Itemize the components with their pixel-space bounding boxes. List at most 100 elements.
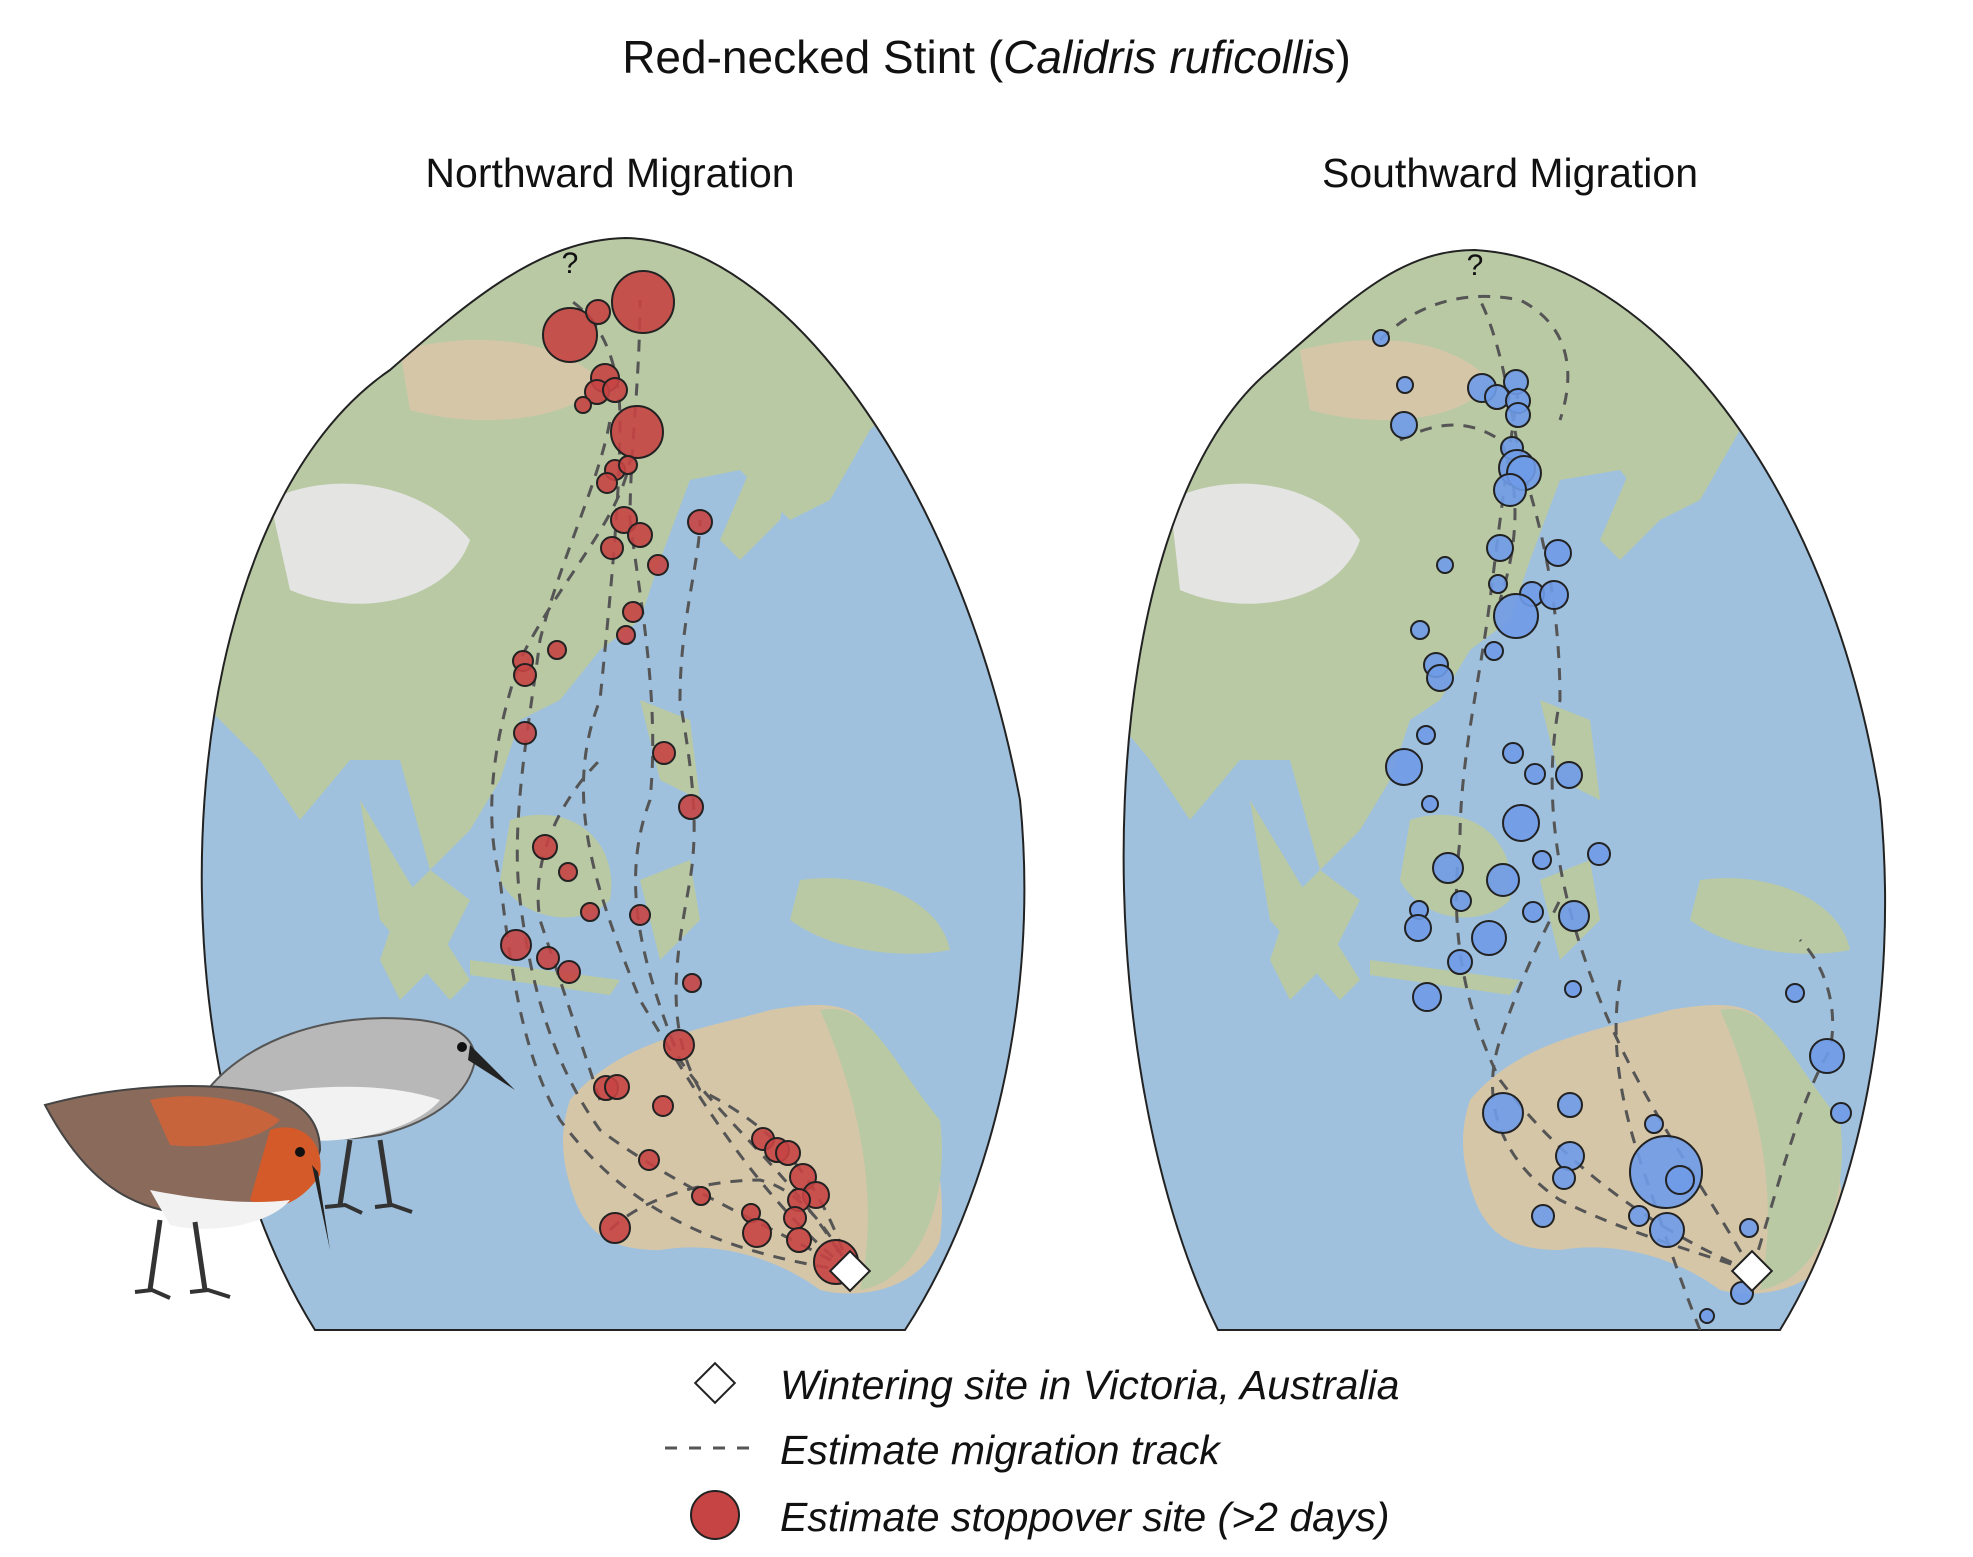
figure-title: Red-necked Stint (Calidris ruficollis) (0, 30, 1973, 84)
stopover-site (558, 862, 578, 882)
stopover-site (638, 1149, 660, 1171)
stopover-site (1412, 982, 1442, 1012)
track-segment (490, 459, 851, 1273)
south-map: ? (1122, 248, 1887, 1331)
stopover-site (1739, 1218, 1759, 1238)
stopover-site (616, 625, 636, 645)
stopover-site (1830, 1102, 1852, 1124)
stopover-site (547, 640, 567, 660)
stopover-site (513, 721, 537, 745)
stopover-site (1505, 402, 1531, 428)
gobi-desert (400, 340, 600, 420)
stopover-site (1396, 376, 1414, 394)
stopover-site (513, 663, 537, 687)
stopover-site (1555, 761, 1583, 789)
title-close: ) (1335, 31, 1351, 83)
north-stopover-sites (500, 270, 859, 1285)
stopover-site (1486, 534, 1514, 562)
stopover-site (1484, 641, 1504, 661)
legend-wintering-label: Wintering site in Victoria, Australia (780, 1362, 1400, 1408)
stopover-site (1416, 725, 1436, 745)
south-panel-title: Southward Migration (1321, 150, 1699, 196)
stopover-site (663, 1029, 695, 1061)
stopover-site (1390, 411, 1418, 439)
south-wintering-site (1730, 1249, 1774, 1293)
stopover-site (1524, 763, 1546, 785)
stopover-site (1436, 556, 1454, 574)
new-guinea (790, 878, 950, 954)
stopover-site (1385, 748, 1423, 786)
stopover-site (1471, 920, 1507, 956)
tibet-plateau (270, 483, 470, 604)
stopover-site (557, 960, 581, 984)
stopover-site (1421, 795, 1439, 813)
stopover-site (1555, 1141, 1585, 1171)
stopover-site (1557, 1092, 1583, 1118)
stopover-site (1532, 850, 1552, 870)
stopover-site (691, 1186, 711, 1206)
stopover-site (1539, 580, 1569, 610)
stopover-site (532, 834, 558, 860)
stopover-site (682, 973, 702, 993)
stopover-site (1564, 980, 1582, 998)
stopover-site (1488, 574, 1508, 594)
stopover-site (742, 1218, 772, 1248)
stopover-site (1809, 1038, 1845, 1074)
stopover-site (1372, 329, 1390, 347)
stopover-site (1628, 1205, 1650, 1227)
stopover-site (629, 904, 651, 926)
track-segment (515, 419, 851, 1273)
stopover-site (678, 794, 704, 820)
stopover-site (1544, 539, 1572, 567)
stopover-site (1493, 593, 1539, 639)
stopover-site (1665, 1165, 1695, 1195)
stopover-site (783, 1206, 807, 1230)
java (470, 960, 620, 995)
stopover-site (1502, 742, 1524, 764)
track-segment (1378, 294, 1570, 421)
north-migration-tracks (490, 298, 852, 1273)
stopover-site (1558, 900, 1590, 932)
stopover-site (610, 405, 664, 459)
stopover-site (1522, 901, 1544, 923)
stopover-site (1404, 914, 1432, 942)
stopover-site (1493, 473, 1527, 507)
stopover-site (618, 455, 638, 475)
red-circle-icon (690, 1490, 740, 1540)
white-diamond-icon (693, 1361, 737, 1405)
stopover-site (775, 1140, 801, 1166)
south-map-outline (1122, 248, 1887, 1331)
stopover-site (1426, 664, 1454, 692)
stopover-site (542, 307, 598, 363)
gobi-desert (1300, 340, 1490, 420)
north-unknown-marker: ? (562, 247, 579, 280)
stopover-site (622, 601, 644, 623)
stopover-site (1649, 1212, 1685, 1248)
stopover-site (500, 929, 532, 961)
stopover-site (1450, 890, 1472, 912)
north-panel-title: Northward Migration (425, 150, 795, 196)
java (1370, 960, 1520, 995)
track-segment (536, 758, 602, 1101)
stopover-site (1486, 863, 1520, 897)
south-stopover-sites (1372, 329, 1852, 1324)
title-text: Red-necked Stint ( (622, 31, 1004, 83)
track-segment (1478, 299, 1754, 1272)
stopover-site (536, 946, 560, 970)
track-segment (628, 299, 852, 1272)
stopover-site (600, 536, 624, 560)
borneo (500, 814, 612, 918)
north-wintering-site (828, 1249, 872, 1293)
stopover-site (585, 299, 611, 325)
legend-stopover-label: Estimate stoppover site (>2 days) (780, 1494, 1390, 1540)
new-guinea (1690, 878, 1850, 954)
north-map: ? (200, 236, 1026, 1331)
north-map-outline (200, 236, 1026, 1331)
track-segment (569, 298, 851, 1273)
stopover-site (1785, 983, 1805, 1003)
stopover-site (1699, 1308, 1715, 1324)
stopover-site (599, 1212, 631, 1244)
stopover-site (1587, 842, 1611, 866)
sulawesi (640, 860, 700, 960)
stopover-site (604, 1074, 630, 1100)
